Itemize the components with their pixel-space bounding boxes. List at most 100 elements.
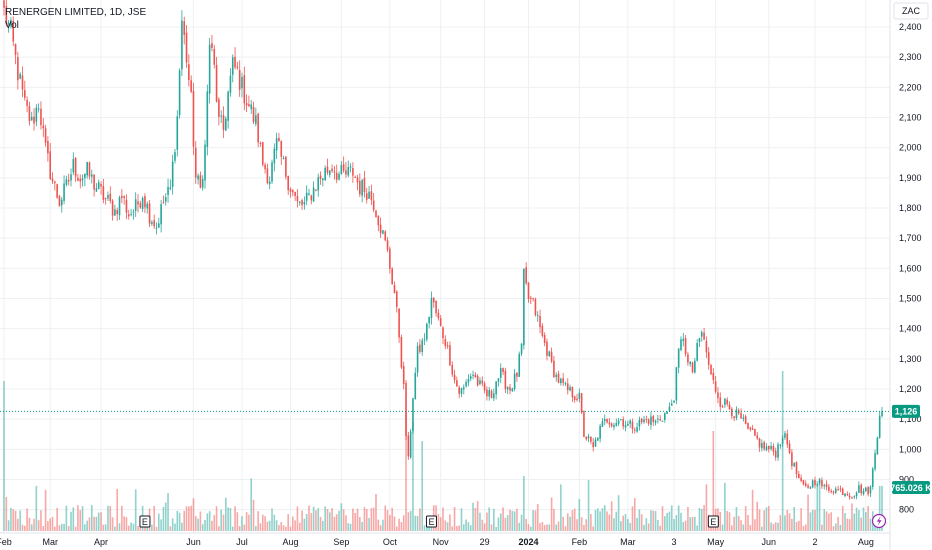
volume-bar — [784, 515, 786, 531]
earnings-marker[interactable]: E — [707, 515, 719, 528]
volume-bar — [467, 522, 470, 531]
volume-bar — [781, 371, 784, 531]
candle-body — [807, 485, 809, 488]
volume-bar — [869, 518, 872, 531]
volume-bar — [213, 515, 216, 531]
volume-bar — [194, 516, 197, 531]
candle-body — [206, 91, 209, 147]
volume-bar — [520, 514, 523, 531]
candle-body — [606, 418, 608, 423]
volume-bar — [726, 511, 729, 531]
candle-body — [731, 408, 733, 417]
candle-body — [47, 141, 49, 154]
volume-bar — [116, 488, 119, 531]
volume-bar — [266, 521, 269, 531]
candle-body — [724, 398, 726, 406]
candle-body — [74, 157, 77, 177]
candle-body — [181, 20, 183, 70]
volume-bar — [349, 523, 352, 531]
volume-bar — [798, 520, 800, 531]
volume-bar — [846, 518, 849, 531]
volume-bar — [527, 524, 530, 531]
candle-body — [333, 171, 336, 173]
candle-body — [114, 209, 116, 216]
volume-bar — [580, 517, 583, 531]
volume-bar — [557, 521, 560, 531]
volume-bar — [342, 509, 345, 531]
candle-body — [340, 165, 343, 175]
candle-body — [476, 375, 479, 386]
volume-bar — [109, 506, 112, 531]
volume-bar — [100, 512, 102, 531]
volume-bar — [398, 518, 400, 531]
candle-body — [495, 381, 497, 395]
candle-body — [72, 159, 75, 173]
x-tick-label: 2024 — [518, 537, 538, 547]
volume-bar — [853, 513, 856, 531]
time-axis[interactable]: Feb Mar Apr Jun Jul Aug Sep Oct Nov 29 2024 Feb Mar 3… — [0, 537, 874, 547]
volume-bar — [462, 524, 465, 531]
volume-bar — [354, 512, 357, 531]
volume-bar — [409, 510, 412, 531]
candle-body — [245, 102, 248, 106]
volume-bar — [324, 506, 326, 531]
price-axis[interactable]: 800 900 1,000 1,100 1,200 1,300 1,400 1,500 1,60… — [899, 22, 922, 515]
y-tick-label: 800 — [899, 505, 914, 515]
volume-bar — [331, 508, 333, 531]
x-tick-label: Mar — [620, 537, 636, 547]
volume-bar — [107, 505, 109, 531]
candle-body — [409, 431, 412, 458]
volume-bar — [636, 517, 638, 531]
volume-bar — [465, 519, 467, 531]
volume-bar — [19, 510, 21, 531]
volume-bar — [590, 514, 592, 531]
volume-bar — [241, 516, 243, 531]
candle-body — [483, 383, 486, 391]
volume-bar — [21, 524, 24, 531]
candle-body — [566, 383, 569, 391]
volume-bar — [622, 515, 625, 531]
volume-bar — [548, 524, 551, 531]
candle-body — [562, 378, 564, 383]
volume-bar — [285, 526, 287, 531]
candle-body — [548, 351, 551, 357]
volume-bar — [225, 497, 227, 531]
volume-bar — [157, 513, 160, 531]
earnings-marker-box — [707, 515, 719, 528]
volume-bar — [728, 512, 731, 531]
volume-bar — [268, 520, 271, 531]
earnings-marker[interactable]: E — [425, 515, 437, 528]
candle-body — [691, 362, 694, 373]
candle-body — [664, 413, 666, 420]
volume-bar — [670, 505, 673, 531]
candle-body — [781, 438, 784, 444]
candle-body — [252, 106, 255, 122]
candle-body — [622, 419, 625, 427]
volume-bar — [816, 481, 819, 531]
volume-bar — [599, 511, 601, 531]
candle-body — [442, 327, 444, 339]
volume-bar — [127, 525, 130, 531]
candle-body — [90, 174, 93, 177]
candle-body — [335, 172, 338, 180]
candle-body — [580, 393, 583, 413]
currency-button[interactable] — [893, 2, 929, 20]
lightning-icon[interactable] — [871, 513, 887, 529]
volume-bar — [844, 512, 846, 531]
volume-bar — [49, 518, 52, 531]
candle-body — [257, 113, 259, 143]
volume-bar — [499, 513, 502, 531]
volume-bar — [541, 521, 544, 531]
candle-body — [199, 175, 202, 188]
candle-body — [266, 168, 269, 184]
earnings-marker[interactable]: E — [139, 515, 151, 528]
x-tick-label: Apr — [94, 537, 108, 547]
candle-body — [261, 142, 264, 165]
candle-body — [139, 203, 142, 208]
volume-bar — [56, 507, 58, 531]
volume-bar — [151, 524, 153, 531]
volume-bar — [645, 518, 648, 531]
